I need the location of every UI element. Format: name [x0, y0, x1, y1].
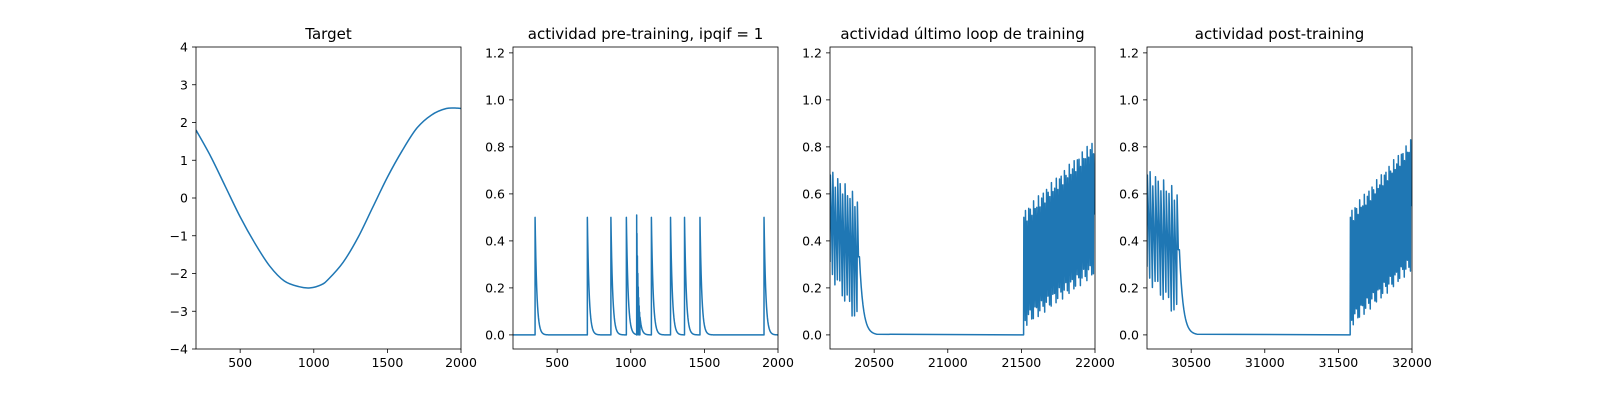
- panel-pre-training: actividad pre-training, ipqif = 1 500 1000…: [485, 25, 794, 370]
- y-tick-label: 1: [180, 153, 188, 168]
- panel-title: actividad último loop de training: [840, 25, 1084, 43]
- y-tick-label: 1.0: [1119, 92, 1139, 107]
- y-tick-label: 0.6: [802, 186, 822, 201]
- x-tick-label: 2000: [762, 355, 794, 370]
- panel-post-training: actividad post-training 30500 31000 31500 32…: [1119, 25, 1432, 370]
- panel-last-training-loop: actividad último loop de training 20500 21…: [802, 25, 1115, 370]
- x-tick-label: 21500: [1002, 355, 1042, 370]
- x-tick-label: 1500: [688, 355, 720, 370]
- series-line: [513, 214, 778, 336]
- y-tick-label: 0.4: [485, 233, 505, 248]
- x-tick-label: 500: [545, 355, 569, 370]
- y-tick-label: 0.4: [1119, 233, 1139, 248]
- y-tick-label: 3: [180, 77, 188, 92]
- x-tick-label: 31000: [1245, 355, 1285, 370]
- axis-frame: [829, 46, 1096, 350]
- y-tick-label: 0.8: [1119, 139, 1139, 154]
- series-line: [830, 142, 1095, 336]
- y-tick-label: 1.2: [485, 45, 505, 60]
- x-tick-label: 20500: [854, 355, 894, 370]
- y-tick-label: −4: [170, 342, 188, 357]
- x-tick-label: 32000: [1392, 355, 1432, 370]
- axis-frame: [195, 46, 462, 350]
- series-line: [196, 107, 461, 289]
- y-tick-label: 0.8: [485, 139, 505, 154]
- x-tick-label: 30500: [1171, 355, 1211, 370]
- y-tick-label: 0.8: [802, 139, 822, 154]
- y-tick-label: 1.0: [485, 92, 505, 107]
- y-tick-label: 0.2: [802, 280, 822, 295]
- y-tick-label: 0.6: [485, 186, 505, 201]
- series-line: [1147, 139, 1412, 336]
- y-tick-label: 1.2: [802, 45, 822, 60]
- y-tick-label: 0.2: [1119, 280, 1139, 295]
- panel-title: Target: [304, 25, 352, 43]
- y-tick-label: 2: [180, 115, 188, 130]
- y-tick-label: 0.0: [802, 327, 822, 342]
- x-tick-label: 1500: [371, 355, 403, 370]
- x-tick-label: 1000: [298, 355, 330, 370]
- panel-title: actividad pre-training, ipqif = 1: [528, 25, 764, 43]
- y-tick-label: 1.2: [1119, 45, 1139, 60]
- y-tick-label: −3: [170, 304, 188, 319]
- y-tick-label: 1.0: [802, 92, 822, 107]
- y-tick-label: 4: [180, 40, 188, 55]
- axis-frame: [512, 46, 779, 350]
- x-tick-label: 2000: [445, 355, 477, 370]
- x-tick-label: 22000: [1075, 355, 1115, 370]
- panel-title: actividad post-training: [1195, 25, 1364, 43]
- x-tick-label: 31500: [1319, 355, 1359, 370]
- x-tick-label: 21000: [928, 355, 968, 370]
- y-tick-label: −2: [170, 266, 188, 281]
- y-tick-label: 0: [180, 191, 188, 206]
- x-tick-label: 1000: [615, 355, 647, 370]
- y-tick-label: −1: [170, 228, 188, 243]
- panel-target: Target 500 1000 1500 2000 −4 −3 −2 −1 0 1 2 3 4: [170, 25, 477, 370]
- x-tick-label: 500: [228, 355, 252, 370]
- y-tick-label: 0.6: [1119, 186, 1139, 201]
- axis-frame: [1146, 46, 1413, 350]
- y-tick-label: 0.4: [802, 233, 822, 248]
- y-tick-label: 0.0: [485, 327, 505, 342]
- y-tick-label: 0.2: [485, 280, 505, 295]
- y-tick-label: 0.0: [1119, 327, 1139, 342]
